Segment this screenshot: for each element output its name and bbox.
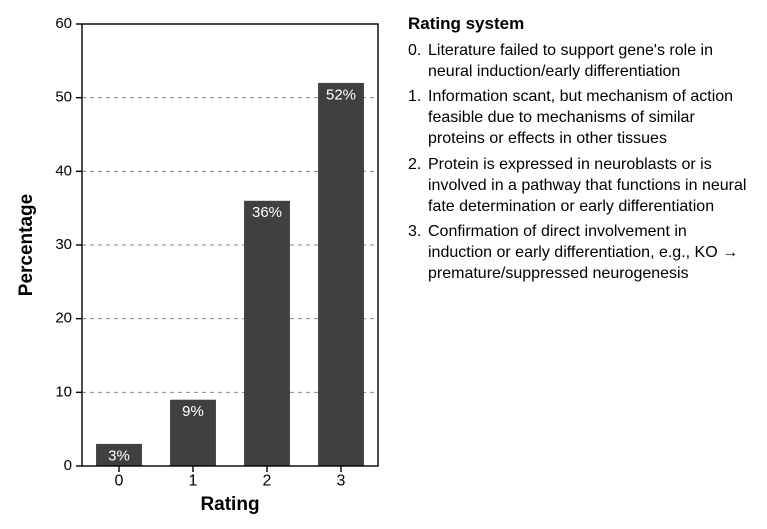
y-tick-label: 30 xyxy=(55,236,72,253)
legend-item-number: 1. xyxy=(408,86,428,149)
legend-item: 1. Information scant, but mechanism of a… xyxy=(408,86,753,149)
x-tick-label: 0 xyxy=(115,472,124,489)
legend-item-number: 2. xyxy=(408,154,428,217)
legend-item-text: Protein is expressed in neuroblasts or i… xyxy=(428,154,753,217)
legend-item-number: 0. xyxy=(408,40,428,82)
legend-list: 0. Literature failed to support gene's r… xyxy=(408,40,753,284)
x-tick-label: 1 xyxy=(189,472,198,489)
legend-item: 3. Confirmation of direct involvement in… xyxy=(408,221,753,284)
legend-item-text: Literature failed to support gene's role… xyxy=(428,40,753,82)
bar-value-label: 36% xyxy=(252,204,282,221)
legend-item-text: Confirmation of direct involvement in in… xyxy=(428,221,753,284)
y-tick-label: 40 xyxy=(55,162,72,179)
rating-bar-chart: 3% 9% 36% 52% 0 10 20 30 40 50 60 0 1 2 3 Percentage Rat… xyxy=(10,10,390,520)
bar xyxy=(244,201,290,466)
x-tick-label: 2 xyxy=(263,472,272,489)
y-tick-label: 0 xyxy=(64,457,72,474)
rating-system-legend: Rating system 0. Literature failed to su… xyxy=(390,10,753,519)
y-tick-label: 20 xyxy=(55,310,72,327)
bar-value-label: 9% xyxy=(182,403,204,420)
y-tick-label: 60 xyxy=(55,15,72,32)
legend-item: 0. Literature failed to support gene's r… xyxy=(408,40,753,82)
bar-value-label: 3% xyxy=(108,447,130,464)
x-axis-title: Rating xyxy=(200,494,259,515)
y-axis-title: Percentage xyxy=(16,194,37,296)
bar-value-label: 52% xyxy=(326,86,356,103)
chart-panel: 3% 9% 36% 52% 0 10 20 30 40 50 60 0 1 2 3 Percentage Rat… xyxy=(10,10,390,519)
y-tick-label: 50 xyxy=(55,89,72,106)
legend-item-text: Information scant, but mechanism of acti… xyxy=(428,86,753,149)
legend-item-number: 3. xyxy=(408,221,428,284)
y-tick-label: 10 xyxy=(55,383,72,400)
legend-title: Rating system xyxy=(408,14,753,34)
bar xyxy=(318,83,364,466)
legend-item: 2. Protein is expressed in neuroblasts o… xyxy=(408,154,753,217)
x-tick-label: 3 xyxy=(337,472,346,489)
